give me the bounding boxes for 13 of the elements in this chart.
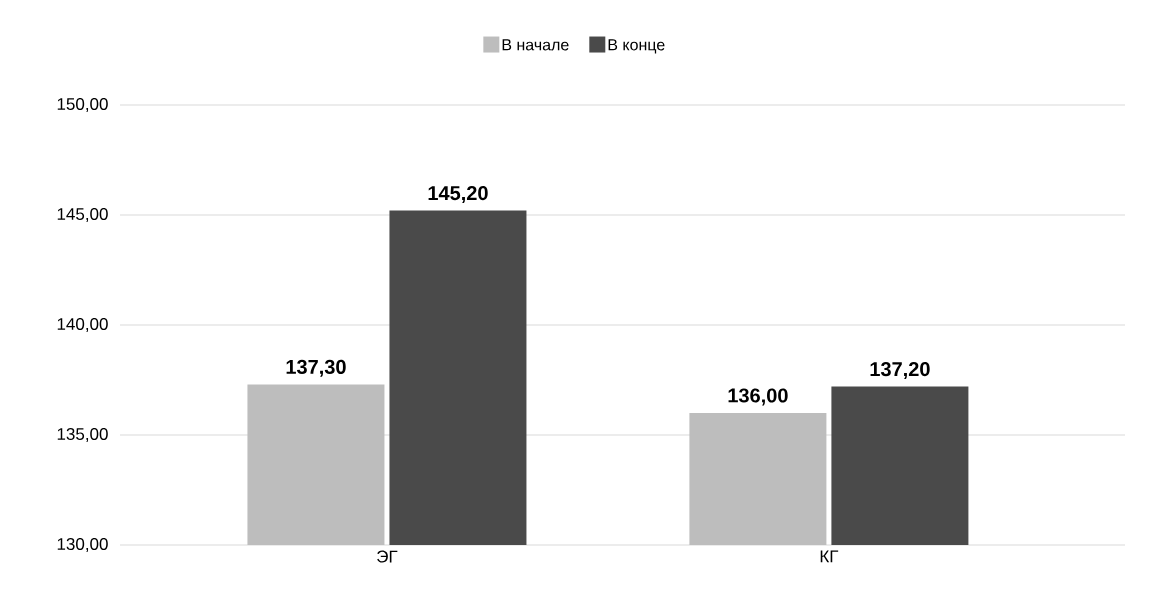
y-tick-label: 130,00	[57, 537, 108, 553]
data-label: 137,30	[286, 359, 346, 377]
y-tick-label: 140,00	[57, 317, 108, 333]
y-tick-label: 135,00	[57, 427, 108, 443]
legend-label: В начале	[502, 39, 569, 51]
x-tick-label: ЭГ	[377, 550, 398, 563]
x-tick-label: КГ	[820, 550, 839, 563]
data-label: 136,00	[728, 388, 788, 406]
data-label: 137,20	[870, 362, 930, 380]
y-tick-label: 145,00	[57, 207, 108, 223]
y-tick-label: 150,00	[57, 97, 108, 113]
legend-label: В конце	[608, 39, 665, 54]
data-label: 145,20	[428, 186, 488, 204]
